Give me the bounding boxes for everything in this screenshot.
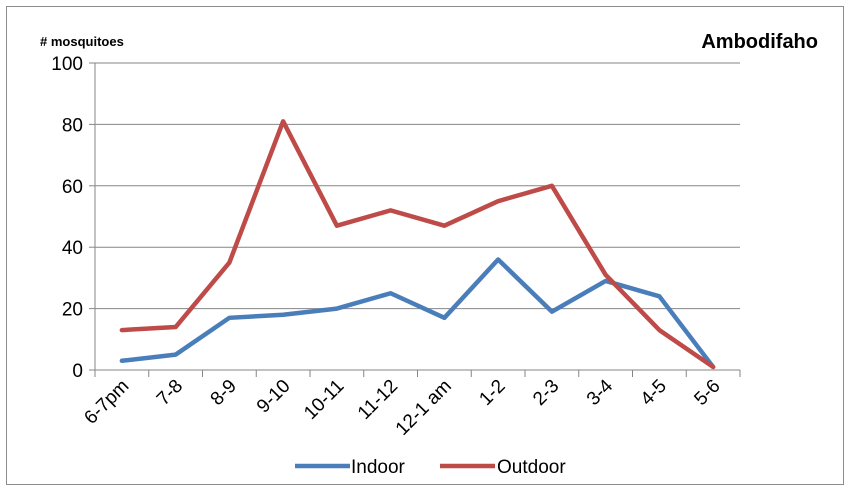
y-tick-label: 40	[62, 238, 83, 259]
series-lines	[119, 119, 716, 370]
y-tick-label: 20	[62, 300, 83, 321]
x-tick-label: 3-4	[583, 375, 618, 410]
y-tick-label: 80	[62, 115, 83, 136]
x-tick-label: 11-12	[354, 376, 402, 424]
y-tick-label: 60	[62, 177, 83, 198]
x-tick-label: 2-3	[529, 376, 563, 410]
chart-frame	[6, 6, 844, 485]
legend-label-indoor: Indoor	[351, 457, 406, 478]
series-line-indoor	[119, 257, 716, 370]
legend-label-outdoor: Outdoor	[497, 457, 566, 478]
x-tick-label: 1-2	[475, 376, 509, 410]
x-tick-label: 9-10	[253, 376, 295, 418]
x-tick-label: 4-5	[637, 376, 671, 410]
y-tick-label: 0	[72, 361, 83, 382]
x-tick-label: 12-1 am	[392, 376, 456, 440]
x-tick-label: 7-8	[153, 376, 187, 410]
series-line-outdoor	[119, 119, 716, 370]
legend: Indoor Outdoor	[295, 457, 566, 478]
chart-title: Ambodifaho	[701, 31, 818, 53]
x-tick-label: 10-11	[300, 376, 348, 424]
gridlines	[95, 62, 740, 310]
x-tick-label: 8-9	[207, 376, 241, 410]
axes	[89, 62, 741, 377]
x-tick-label: 6-7pm	[80, 376, 133, 429]
y-tick-label: 100	[51, 54, 83, 75]
y-axis-label: # mosquitoes	[40, 34, 124, 49]
y-tick-labels: 0 20 40 60 80 100	[51, 54, 83, 382]
x-tick-label: 5-6	[690, 376, 724, 410]
